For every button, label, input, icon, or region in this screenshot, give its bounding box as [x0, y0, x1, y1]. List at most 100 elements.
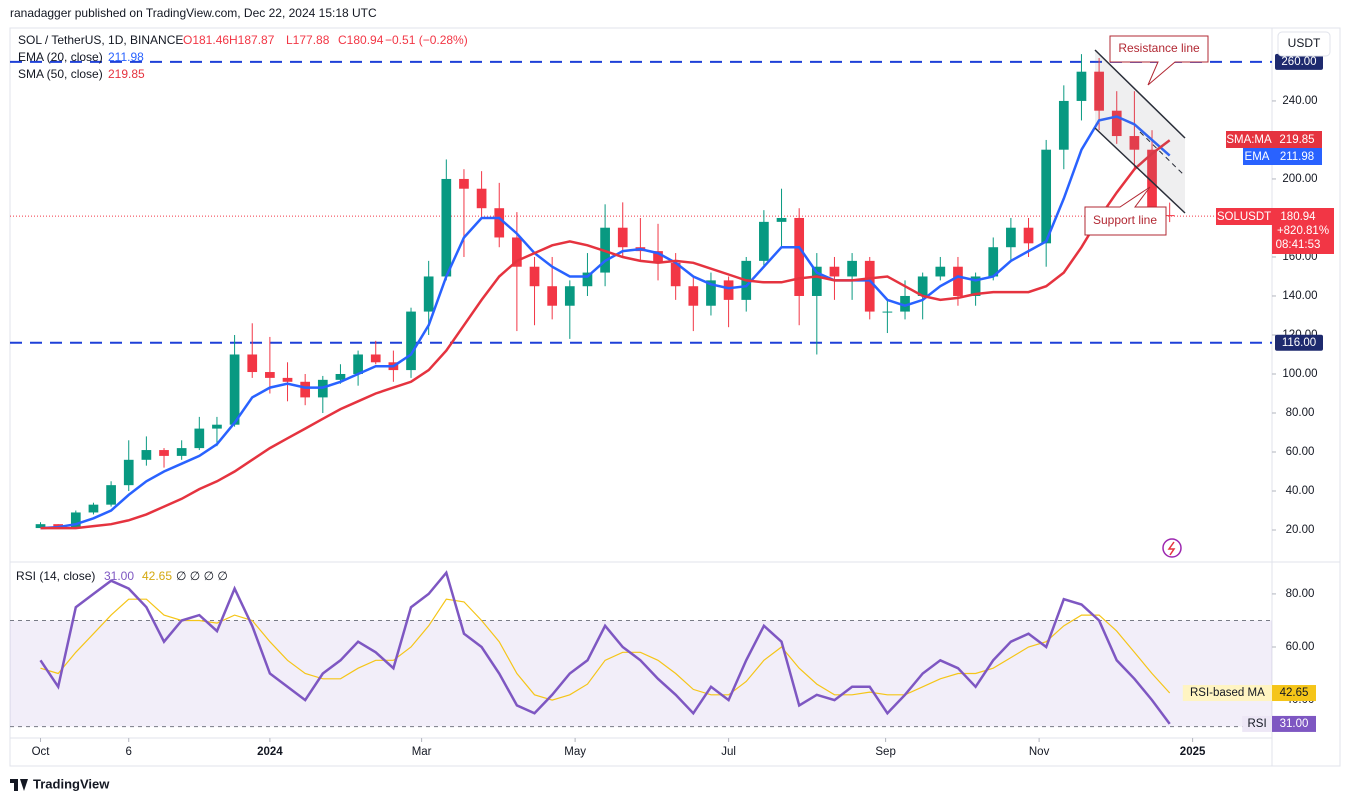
level-label: 260.00 [1281, 56, 1316, 68]
candle-body [811, 266, 822, 296]
x-tick-label: 2025 [1180, 746, 1206, 758]
candle-body [582, 272, 593, 287]
candle-body [829, 266, 840, 277]
resistance-trendline [1094, 49, 1186, 139]
sma-price: 219.85 [1279, 134, 1314, 146]
alert-bolt [1167, 541, 1176, 556]
sma-price-tag [1272, 131, 1322, 148]
candle-body [335, 373, 346, 380]
alert-icon[interactable] [1162, 538, 1182, 558]
candle-body [900, 295, 910, 312]
ma-line [40, 139, 1171, 530]
ohlc-low: L177.88 [286, 33, 330, 47]
candle-body [265, 372, 275, 378]
support-trendline [1094, 127, 1186, 214]
candle-body [494, 208, 505, 238]
annotation: Support line [1093, 213, 1157, 227]
rsi-value-tag [1272, 685, 1316, 702]
rsi-legend: RSI (14, close) [16, 569, 95, 583]
candle-body [53, 524, 64, 528]
rsi-name: RSI [1248, 718, 1267, 730]
price: 180.94 [1280, 211, 1316, 223]
rsi-name-tag [1182, 685, 1272, 702]
candle-body [1111, 110, 1122, 137]
x-tick-label: Sep [875, 746, 895, 758]
countdown: 08:41:53 [1276, 239, 1321, 251]
candle-body [141, 450, 152, 460]
candle-body [1164, 215, 1175, 217]
rsi-line [39, 570, 1171, 725]
currency-button[interactable] [1277, 31, 1331, 57]
candle-body [88, 504, 99, 513]
y-tick-label: 60.00 [1286, 641, 1315, 653]
ema-tag-text: EMA [1245, 151, 1270, 163]
candle-body [70, 512, 81, 528]
y-tick-label: 80.00 [1286, 407, 1315, 419]
ema-value: 211.98 [108, 50, 144, 64]
candle-body [370, 354, 381, 363]
candle-body [759, 221, 769, 261]
candle-body [617, 227, 628, 248]
x-tick-label: Jul [721, 746, 736, 758]
y-tick-label: 100.00 [1282, 368, 1317, 380]
candle-body [300, 381, 311, 398]
y-tick-label: 40.00 [1286, 485, 1315, 497]
level-tag [1275, 334, 1323, 351]
candle-body [917, 276, 928, 296]
y-tick-label: 240.00 [1282, 95, 1317, 107]
publisher: ranadagger published on TradingView.com,… [10, 6, 377, 20]
symbol: SOL / TetherUS, 1D, BINANCE [18, 33, 183, 47]
candle-body [512, 237, 522, 267]
candle-body [459, 178, 469, 189]
candle-body [406, 311, 416, 371]
rsi-value: 42.65 [1280, 687, 1309, 699]
candle-body [670, 262, 681, 287]
rsi-value-tag [1272, 715, 1316, 732]
candle-body [441, 178, 452, 277]
x-tick-label: Nov [1029, 746, 1050, 758]
level-tag [1275, 53, 1323, 70]
rsi-name: RSI-based MA [1190, 687, 1265, 699]
candle-body [35, 524, 46, 529]
rsi-name-tag [1242, 715, 1272, 732]
y-tick-label: 140.00 [1282, 290, 1317, 302]
footer: TradingView [33, 776, 110, 791]
candle-body [1006, 227, 1016, 248]
candle-body [1023, 227, 1034, 244]
candle-body [1041, 149, 1052, 244]
candle-body [547, 286, 558, 306]
candle-body [688, 286, 699, 306]
price-tag [1272, 208, 1334, 254]
candle-body [1058, 100, 1069, 150]
candle-body [1147, 149, 1157, 209]
candle-body [882, 311, 893, 313]
candle-body [776, 217, 787, 222]
x-tick-label: May [564, 746, 586, 758]
candle-body [794, 217, 805, 296]
rsi-line [40, 598, 1171, 701]
support-callout [1084, 186, 1167, 236]
x-tick-label: 6 [126, 746, 132, 758]
sma-tag [1226, 131, 1272, 148]
candle-body [247, 354, 258, 373]
ema-tag [1243, 148, 1272, 165]
rsi-legend-value: 31.00 [104, 569, 134, 583]
candle-body [353, 354, 363, 374]
candle-body [476, 188, 487, 209]
candle-body [1129, 136, 1140, 150]
candle-body [282, 377, 293, 382]
candle-body [229, 354, 240, 425]
candle-body [935, 266, 946, 277]
candle-body [864, 260, 875, 312]
currency[interactable]: USDT [1288, 36, 1321, 50]
rsi-legend-extra: ∅ ∅ ∅ ∅ [176, 569, 228, 583]
level-label: 116.00 [1282, 337, 1316, 349]
ohlc-change: −0.51 (−0.28%) [385, 33, 468, 47]
ema-legend: EMA (20, close) [18, 50, 103, 64]
change: +820.81% [1277, 225, 1329, 237]
candle-body [847, 260, 857, 277]
ohlc-open: O181.46 [183, 33, 229, 47]
candle-body [176, 448, 187, 456]
symbol-tag-text: SOLUSDT [1217, 211, 1271, 223]
